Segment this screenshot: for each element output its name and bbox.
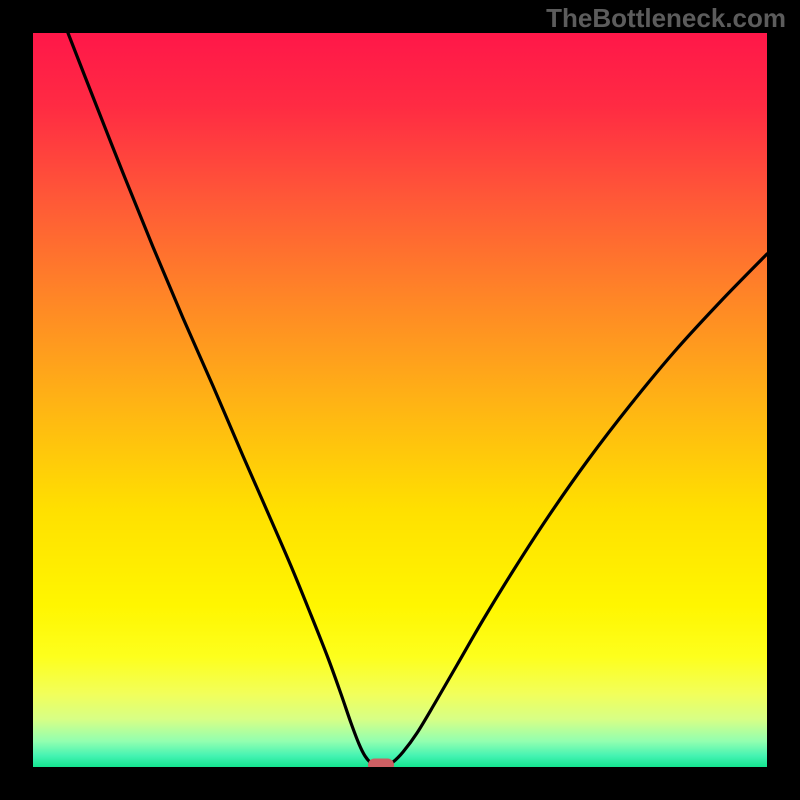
v-curve-svg xyxy=(33,33,767,767)
v-curve-path xyxy=(68,33,767,766)
minimum-marker xyxy=(368,759,394,768)
watermark-text: TheBottleneck.com xyxy=(546,3,786,34)
chart-stage: TheBottleneck.com xyxy=(0,0,800,800)
plot-area xyxy=(33,33,767,767)
